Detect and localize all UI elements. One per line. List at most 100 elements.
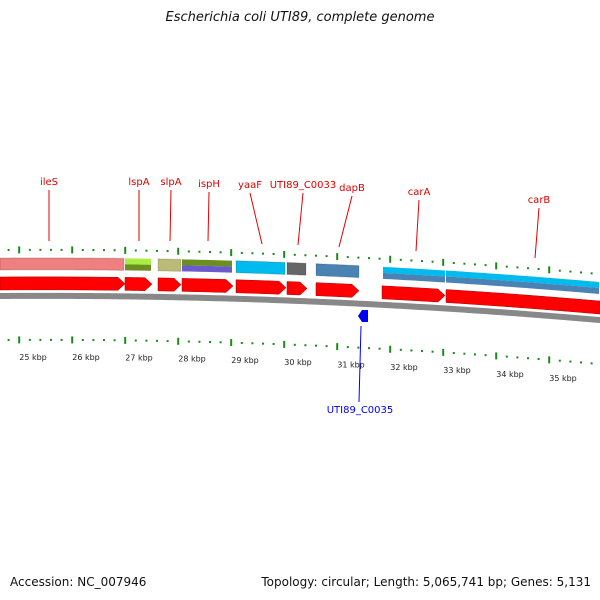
axis-label: 34 kbp — [496, 370, 524, 379]
tick-mark — [272, 253, 275, 256]
tick-mark — [516, 356, 519, 359]
feature-block[interactable] — [182, 265, 232, 273]
tick-mark — [60, 248, 63, 251]
tick-mark — [315, 344, 317, 347]
tick-mark — [113, 249, 116, 252]
feature-block[interactable] — [446, 270, 599, 288]
tick-mark — [505, 265, 508, 268]
gene-label-line — [358, 325, 362, 403]
tick-mark — [230, 249, 233, 257]
tick-mark — [378, 347, 381, 350]
tick-mark — [113, 339, 116, 342]
tick-mark — [166, 250, 169, 253]
gene-label-UTI89_C0033[interactable]: UTI89_C0033 — [270, 180, 337, 191]
genome-summary: Topology: circular; Length: 5,065,741 bp… — [261, 575, 591, 589]
tick-mark — [219, 251, 222, 254]
forward-gene-arrow[interactable] — [381, 285, 446, 303]
tick-mark — [177, 337, 180, 345]
tick-mark — [50, 338, 52, 341]
forward-gene-arrow[interactable] — [315, 282, 360, 298]
tick-mark — [7, 338, 10, 341]
gene-label-line — [338, 195, 353, 248]
gene-label-ileS[interactable]: ileS — [40, 177, 58, 188]
tick-mark — [134, 249, 137, 252]
tick-mark — [452, 352, 455, 355]
tick-mark — [431, 350, 434, 353]
tick-mark — [558, 269, 561, 272]
tick-mark — [7, 248, 10, 251]
tick-mark — [251, 342, 254, 345]
axis-label: 29 kbp — [231, 356, 259, 365]
tick-mark — [537, 358, 540, 361]
tick-mark — [81, 248, 84, 251]
gene-label-line — [169, 189, 172, 242]
gene-label-dapB[interactable]: dapB — [339, 183, 365, 194]
tick-mark — [569, 360, 572, 363]
tick-mark — [495, 352, 498, 360]
tick-mark — [463, 262, 466, 265]
tick-mark — [198, 340, 201, 343]
tick-mark — [28, 248, 31, 251]
tick-mark — [283, 250, 286, 258]
gene-label-yaaF[interactable]: yaaF — [238, 180, 262, 191]
feature-block[interactable] — [157, 258, 182, 272]
tick-mark — [71, 246, 74, 254]
axis-label: 32 kbp — [390, 363, 418, 372]
feature-block[interactable] — [125, 264, 151, 271]
feature-block[interactable] — [286, 261, 307, 276]
gene-label-UTI89_C0035[interactable]: UTI89_C0035 — [327, 405, 394, 416]
gene-label-slpA[interactable]: slpA — [160, 177, 181, 188]
feature-block[interactable] — [446, 276, 599, 294]
tick-mark — [463, 352, 466, 355]
gene-label-line — [207, 191, 210, 242]
tick-mark — [145, 339, 148, 342]
reverse-gene-arrow[interactable] — [358, 310, 368, 322]
gene-label-lspA[interactable]: lspA — [128, 177, 149, 188]
tick-mark — [527, 357, 529, 360]
feature-block[interactable] — [0, 257, 125, 271]
gene-label-line — [415, 199, 420, 252]
tick-mark — [39, 338, 42, 341]
tick-mark — [187, 250, 190, 253]
tick-mark — [177, 247, 180, 255]
tick-mark — [209, 251, 211, 254]
tick-mark — [262, 252, 264, 255]
tick-mark — [240, 341, 243, 344]
tick-mark — [336, 253, 339, 261]
feature-block[interactable] — [125, 258, 151, 265]
feature-block[interactable] — [383, 272, 445, 283]
forward-gene-arrow[interactable] — [0, 276, 126, 291]
tick-mark — [92, 339, 95, 342]
forward-gene-arrow[interactable] — [124, 277, 153, 291]
tick-mark — [484, 264, 487, 267]
tick-mark — [399, 348, 402, 351]
accession-label: Accession: NC_007946 — [10, 575, 147, 589]
feature-block[interactable] — [182, 259, 232, 267]
gene-label-carB[interactable]: carB — [528, 195, 551, 206]
tick-mark — [357, 256, 360, 259]
forward-gene-arrow[interactable] — [445, 289, 600, 315]
tick-mark — [569, 270, 572, 273]
forward-gene-arrow[interactable] — [235, 279, 287, 295]
forward-gene-arrow[interactable] — [181, 278, 234, 293]
tick-mark — [558, 359, 561, 362]
tick-mark — [272, 343, 275, 346]
tick-mark — [580, 361, 582, 364]
gene-label-ispH[interactable]: ispH — [198, 179, 220, 190]
feature-block[interactable] — [383, 266, 445, 277]
tick-mark — [187, 340, 190, 343]
axis-label: 28 kbp — [178, 355, 206, 364]
tick-mark — [103, 249, 105, 252]
forward-gene-arrow[interactable] — [286, 281, 308, 296]
tick-mark — [527, 267, 529, 270]
axis-label: 35 kbp — [549, 374, 577, 383]
tick-mark — [389, 345, 392, 353]
tick-mark — [590, 362, 593, 365]
gene-label-carA[interactable]: carA — [408, 187, 431, 198]
tick-mark — [452, 262, 455, 265]
feature-block[interactable] — [235, 260, 286, 275]
forward-gene-arrow[interactable] — [157, 277, 182, 292]
feature-block[interactable] — [315, 263, 360, 279]
